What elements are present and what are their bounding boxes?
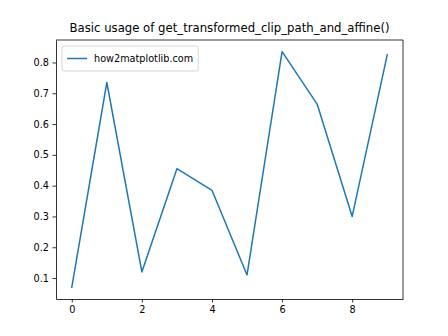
tick: 0 [69,299,75,315]
tick-mark [53,62,57,63]
tick-label: 4 [209,304,215,315]
tick-label: 2 [139,304,145,315]
tick-mark [53,93,57,94]
chart-title: Basic usage of get_transformed_clip_path… [69,21,389,35]
marks [72,52,387,288]
tick-label: 0.6 [34,119,49,130]
tick-label: 0.7 [34,88,49,99]
chart-container: 0 2 4 6 8 0.1 0.2 0.3 0.4 0.5 0.6 0.7 0.8 how2matplot… [0,0,448,336]
axis-line [57,299,404,300]
tick-label: 0.1 [34,273,49,284]
tick-label: 0 [69,304,75,315]
tick: 8 [350,299,356,315]
tick-label: 0.8 [34,57,49,68]
legend: how2matplotlib.com [62,46,198,71]
tick: 6 [279,299,285,315]
plot-area: 0 2 4 6 8 0.1 0.2 0.3 0.4 0.5 0.6 0.7 0.8 how2matplot… [34,40,404,315]
axis-line [56,41,57,300]
tick-mark [53,247,57,248]
spine-right [403,40,404,299]
tick: 0.4 [34,180,56,191]
y-axis: 0.1 0.2 0.3 0.4 0.5 0.6 0.7 0.8 [34,41,57,300]
tick: 2 [139,299,145,315]
legend-box [62,46,198,71]
tick-mark [72,299,73,303]
chart-svg: 0 2 4 6 8 0.1 0.2 0.3 0.4 0.5 0.6 0.7 0.8 how2matplot… [0,0,448,336]
tick-mark [53,155,57,156]
tick-mark [53,186,57,187]
tick: 0.2 [34,242,56,253]
tick-mark [282,299,283,303]
tick: 4 [209,299,215,315]
spine-top [56,40,403,41]
tick-label: 8 [350,304,356,315]
tick-label: 0.4 [34,180,49,191]
tick: 0.7 [34,88,56,99]
tick-mark [212,299,213,303]
tick-label: 0.5 [34,149,49,160]
x-axis: 0 2 4 6 8 [57,299,404,315]
tick: 0.3 [34,211,56,222]
tick-mark [53,278,57,279]
tick: 0.5 [34,149,56,160]
tick-mark [53,124,57,125]
tick-mark [53,216,57,217]
line-series [72,52,387,288]
tick-mark [142,299,143,303]
tick-label: 0.2 [34,242,49,253]
tick-label: 6 [279,304,285,315]
tick: 0.6 [34,119,56,130]
tick: 0.8 [34,57,56,68]
legend-label: how2matplotlib.com [94,53,193,64]
tick-label: 0.3 [34,211,49,222]
tick: 0.1 [34,273,56,284]
tick-mark [352,299,353,303]
legend-swatch [67,58,87,60]
